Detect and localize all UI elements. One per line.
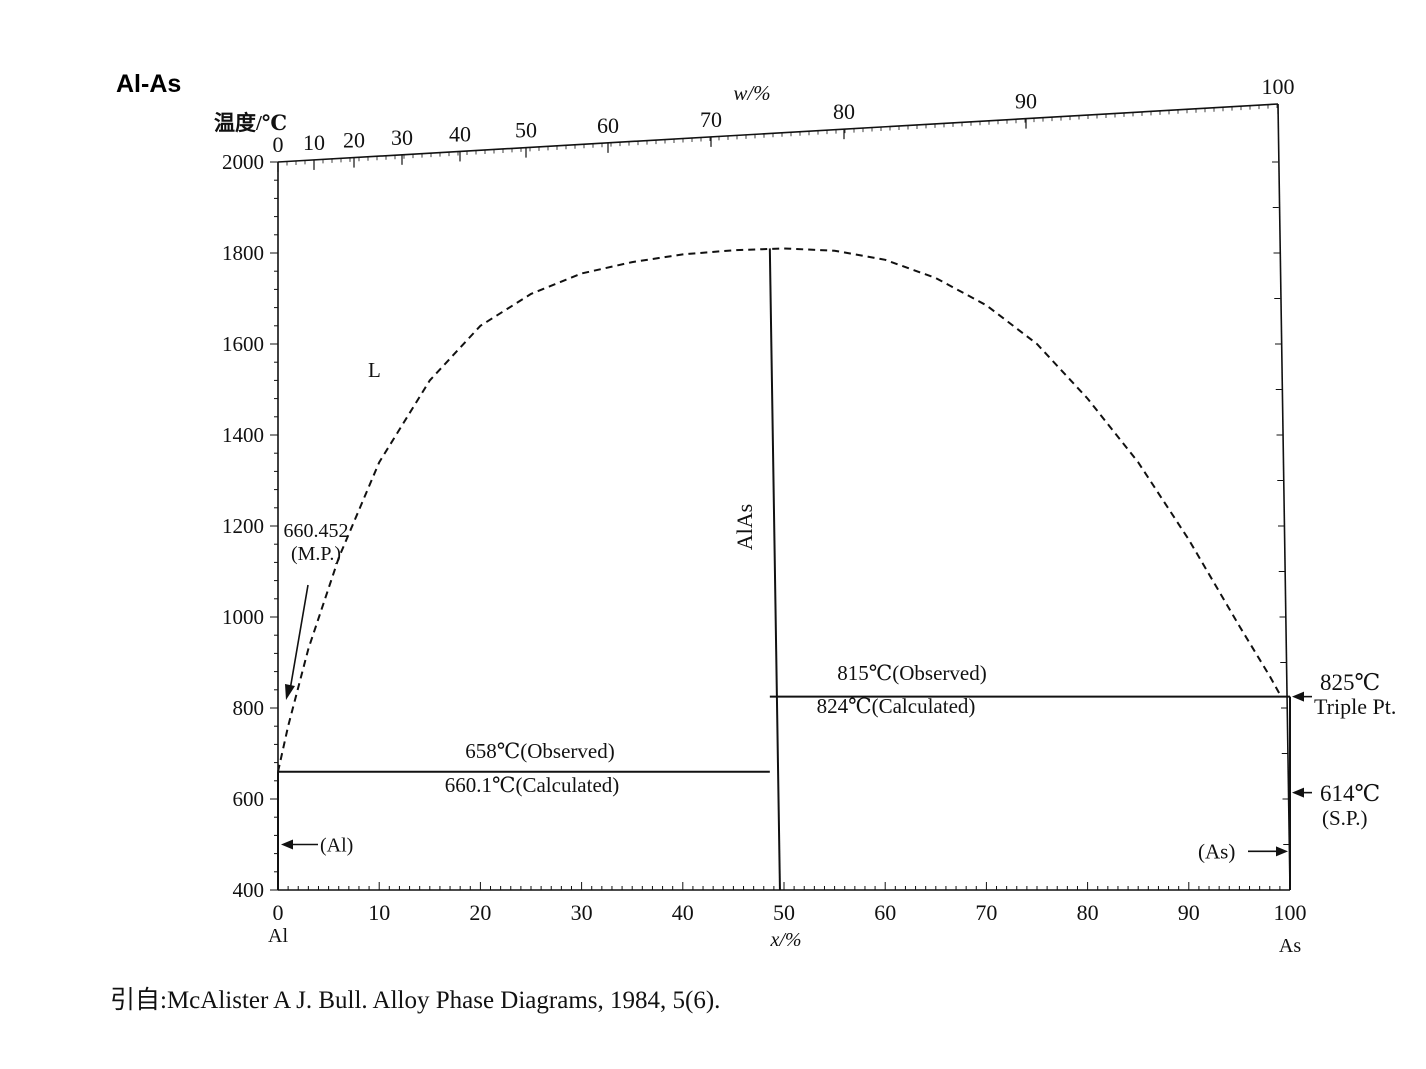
eutectic-left-observed: 658℃(Observed) [465, 739, 614, 763]
top-tick-label: 40 [449, 121, 471, 146]
x-tick-labels: 0 10 20 30 40 50 60 70 80 90 100 Al As x/% [268, 900, 1307, 957]
y-tick-label: 400 [233, 878, 265, 902]
x-tick-label: 80 [1077, 900, 1099, 925]
eutectic-left-calculated: 660.1℃(Calculated) [445, 773, 620, 797]
al-mp-arrow-line [289, 584, 309, 691]
sp-note: (S.P.) [1322, 806, 1368, 830]
y-tick-label: 1200 [222, 514, 264, 538]
triple-pt-note: Triple Pt. [1314, 694, 1396, 719]
sp-arrow-head [1292, 787, 1304, 798]
x-end-label-left: Al [268, 925, 288, 947]
tick-marks [270, 104, 1291, 891]
as-phase-label: (As) [1198, 839, 1235, 863]
line-AlAs [768, 248, 781, 891]
eutectic-right-observed: 815℃(Observed) [837, 661, 986, 685]
y-tick-label: 1400 [222, 423, 264, 447]
diagram-title: Al-As [116, 70, 182, 98]
x-tick-label: 50 [773, 900, 795, 925]
top-axis [277, 103, 1279, 163]
top-tick-label: 0 [273, 132, 284, 157]
top-tick-label: 60 [597, 113, 619, 138]
x-axis-label: x/% [769, 929, 801, 951]
top-tick-label: 50 [515, 118, 537, 143]
y-tick-label: 2000 [222, 150, 264, 174]
al-mp-arrow-head [285, 684, 295, 700]
x-tick-label: 60 [874, 900, 896, 925]
al-mp-note: (M.P.) [291, 543, 341, 565]
y-tick-labels: 400 600 800 1000 1200 1400 1600 1800 2000 温度/℃ [214, 111, 287, 902]
curves [277, 247, 1291, 891]
top-tick-label: 80 [833, 99, 855, 124]
sp-temp: 614℃ [1320, 781, 1380, 806]
x-tick-label: 40 [672, 900, 694, 925]
triple-pt-temp: 825℃ [1320, 670, 1380, 695]
al-phase-arrow-head [281, 839, 293, 850]
top-tick-label: 90 [1015, 89, 1037, 114]
x-tick-label: 90 [1178, 900, 1200, 925]
top-tick-label: 70 [700, 107, 722, 132]
x-tick-label: 70 [975, 900, 997, 925]
x-tick-label: 30 [571, 900, 593, 925]
triple-pt-arrow-head [1292, 691, 1304, 702]
y-tick-label: 1800 [222, 241, 264, 265]
right-axis [1277, 103, 1291, 891]
as-phase-arrow-head [1276, 846, 1288, 857]
top-tick-label: 100 [1262, 74, 1295, 99]
liquidus-curve [277, 247, 1281, 772]
source-citation: 引自:McAlister A J. Bull. Alloy Phase Diag… [110, 987, 721, 1014]
top-tick-label: 20 [343, 128, 365, 153]
eutectic-right-calculated: 824℃(Calculated) [817, 694, 976, 718]
y-tick-label: 800 [233, 696, 265, 720]
al-mp-value: 660.452 [284, 520, 349, 542]
y-tick-label: 1000 [222, 605, 264, 629]
x-end-label-right: As [1279, 935, 1301, 957]
y-tick-label: 600 [233, 787, 265, 811]
x-tick-label: 100 [1274, 900, 1307, 925]
phase-label-L: L [368, 358, 381, 382]
y-axis-label: 温度/℃ [214, 111, 287, 135]
x-tick-label: 0 [273, 900, 284, 925]
top-tick-label: 10 [303, 130, 325, 155]
y-tick-label: 1600 [222, 332, 264, 356]
x-tick-label: 10 [368, 900, 390, 925]
top-axis-label: w/% [733, 81, 770, 105]
al-phase-label: (Al) [320, 835, 353, 857]
compound-label-AlAs: AlAs [732, 504, 757, 550]
top-tick-labels: 0 10 20 30 40 50 60 70 80 90 100 w/% [273, 74, 1295, 157]
annotations: L AlAs 660.452(M.P.) 658℃(Observed) 660.1℃(C… [281, 358, 1396, 863]
top-tick-label: 30 [391, 125, 413, 150]
x-tick-label: 20 [469, 900, 491, 925]
